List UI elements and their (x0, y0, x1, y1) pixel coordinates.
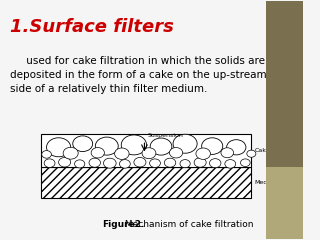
Circle shape (150, 138, 172, 155)
Circle shape (134, 157, 146, 167)
Circle shape (75, 160, 85, 168)
Circle shape (115, 148, 129, 159)
Circle shape (173, 134, 197, 153)
Circle shape (42, 151, 52, 158)
Circle shape (103, 158, 116, 168)
Circle shape (225, 160, 236, 168)
Circle shape (196, 148, 210, 159)
Circle shape (247, 150, 256, 157)
Circle shape (89, 158, 100, 167)
Circle shape (73, 136, 92, 151)
Circle shape (180, 160, 190, 168)
Circle shape (47, 138, 71, 157)
Circle shape (164, 158, 176, 167)
Bar (267, 1, 302, 168)
Circle shape (91, 148, 104, 158)
Circle shape (59, 157, 71, 167)
Text: Figure2.: Figure2. (102, 220, 145, 229)
Circle shape (121, 135, 147, 155)
Bar (41, 168, 251, 198)
Circle shape (169, 148, 183, 158)
Text: Cake: Cake (254, 148, 270, 153)
Text: 1.Surface filters: 1.Surface filters (11, 18, 174, 36)
Text: Suspension: Suspension (148, 133, 183, 138)
Circle shape (149, 159, 160, 168)
Circle shape (210, 159, 221, 168)
Text: Medium: Medium (254, 180, 279, 185)
Circle shape (44, 159, 55, 168)
Circle shape (194, 158, 206, 167)
Bar (267, 168, 302, 239)
Circle shape (95, 137, 118, 155)
Text: used for cake filtration in which the solids are
deposited in the form of a cake: used for cake filtration in which the so… (11, 56, 267, 94)
Circle shape (227, 140, 246, 155)
Circle shape (221, 148, 234, 158)
Circle shape (63, 147, 78, 159)
Bar (41, 134, 251, 168)
Text: Mechanism of cake filtration: Mechanism of cake filtration (122, 220, 253, 229)
Circle shape (142, 148, 156, 159)
Circle shape (119, 160, 130, 168)
Circle shape (202, 138, 223, 154)
Circle shape (241, 159, 250, 167)
